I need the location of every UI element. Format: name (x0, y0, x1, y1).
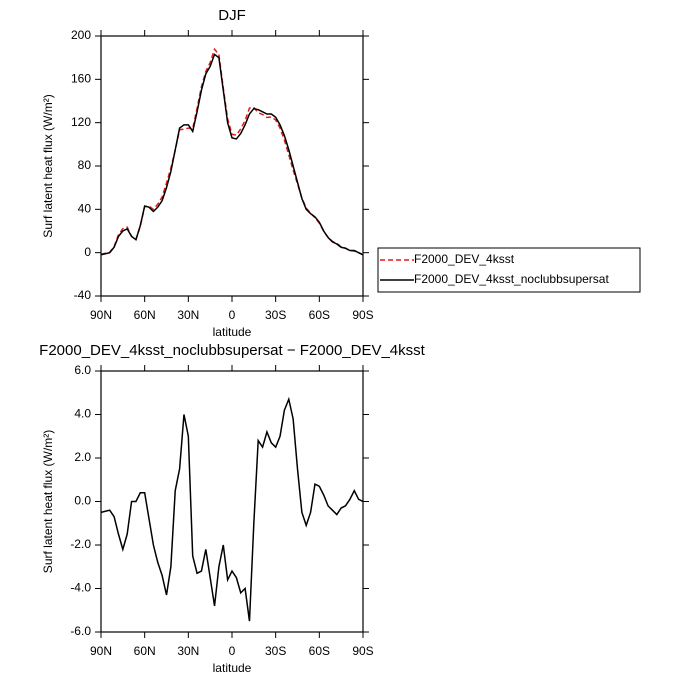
y-tick-label: -4.0 (70, 581, 91, 595)
legend-label: F2000_DEV_4ksst (414, 252, 515, 266)
y-tick-label: 0 (84, 245, 91, 259)
y-tick-label: 2.0 (74, 450, 91, 464)
y-axis-label: Surf latent heat flux (W/m²) (41, 430, 55, 573)
legend-label: F2000_DEV_4ksst_noclubbsupersat (414, 272, 609, 286)
plot-frame (100, 370, 364, 633)
y-tick-label: -6.0 (70, 624, 91, 638)
x-tick-label: 30S (265, 644, 286, 658)
chart-title: DJF (218, 7, 246, 24)
x-tick-label: 60N (134, 644, 156, 658)
x-axis-label: latitude (213, 325, 252, 339)
y-tick-label: 200 (71, 28, 91, 42)
y-tick-label: 6.0 (74, 363, 91, 377)
x-tick-label: 30N (177, 308, 199, 322)
y-axis-label: Surf latent heat flux (W/m²) (41, 94, 55, 237)
y-tick-label: 4.0 (74, 407, 91, 421)
x-tick-label: 0 (229, 308, 236, 322)
x-tick-label: 60S (309, 308, 330, 322)
chart-title: F2000_DEV_4ksst_noclubbsupersat − F2000_… (39, 342, 425, 359)
x-tick-label: 0 (229, 644, 236, 658)
y-tick-label: -40 (74, 288, 92, 302)
x-tick-label: 90N (90, 644, 112, 658)
x-tick-label: 30N (177, 644, 199, 658)
x-tick-label: 90S (352, 644, 373, 658)
data-line (100, 396, 364, 622)
x-tick-label: 90S (352, 308, 373, 322)
y-tick-label: -2.0 (70, 537, 91, 551)
y-tick-label: 160 (71, 72, 91, 86)
legend-box (377, 247, 641, 293)
y-tick-label: 40 (78, 202, 92, 216)
y-tick-label: 80 (78, 158, 92, 172)
y-tick-label: 120 (71, 115, 91, 129)
x-tick-label: 30S (265, 308, 286, 322)
x-tick-label: 90N (90, 308, 112, 322)
x-tick-label: 60S (309, 644, 330, 658)
data-line (100, 53, 364, 256)
x-tick-label: 60N (134, 308, 156, 322)
x-axis-label: latitude (213, 661, 252, 675)
plot-frame (100, 35, 364, 297)
y-tick-label: 0.0 (74, 494, 91, 508)
